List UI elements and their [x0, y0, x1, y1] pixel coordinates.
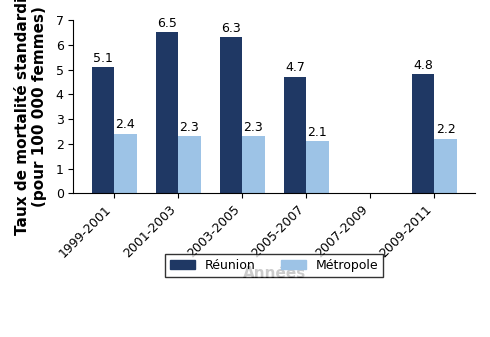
Text: 6.3: 6.3 — [221, 22, 241, 35]
Text: 2.3: 2.3 — [244, 121, 263, 134]
Bar — [156, 32, 178, 193]
Text: 2.2: 2.2 — [436, 123, 455, 136]
Bar — [92, 67, 114, 193]
Text: 4.7: 4.7 — [285, 61, 305, 74]
Legend: Réunion, Métropole: Réunion, Métropole — [165, 254, 383, 277]
Bar — [242, 136, 265, 193]
Text: 5.1: 5.1 — [93, 52, 113, 65]
Bar — [284, 77, 306, 193]
Text: 2.4: 2.4 — [116, 118, 135, 131]
X-axis label: Années: Années — [243, 266, 306, 281]
Bar — [306, 141, 329, 193]
Text: 2.1: 2.1 — [308, 126, 327, 139]
Bar — [220, 37, 242, 193]
Text: 2.3: 2.3 — [179, 121, 199, 134]
Bar — [114, 134, 137, 193]
Bar — [412, 74, 434, 193]
Bar — [178, 136, 200, 193]
Y-axis label: Taux de mortalité standardisé
(pour 100 000 femmes): Taux de mortalité standardisé (pour 100 … — [15, 0, 48, 236]
Text: 4.8: 4.8 — [413, 59, 433, 72]
Text: 6.5: 6.5 — [157, 17, 177, 30]
Bar — [434, 139, 457, 193]
